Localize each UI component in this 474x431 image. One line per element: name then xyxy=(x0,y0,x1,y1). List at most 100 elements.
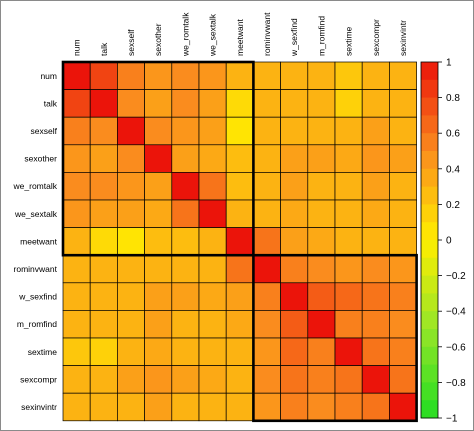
heatmap-cell-rominvwant-sexinvintr xyxy=(389,254,417,284)
row-label-meetwant: meetwant xyxy=(20,236,57,246)
column-label-we_sextalk: we_sextalk xyxy=(208,13,218,57)
heatmap-cell-we_sextalk-we_sextalk xyxy=(198,199,227,228)
heatmap-cell-num-sexself xyxy=(117,61,145,90)
column-label-talk: talk xyxy=(99,42,109,56)
heatmap-cell-sexinvintr-rominvwant xyxy=(253,392,281,422)
colorbar-segment xyxy=(421,293,438,312)
heatmap-cell-we_romtalk-m_romfind xyxy=(307,172,336,201)
heatmap-cell-rominvwant-w_sexfind xyxy=(280,254,309,284)
heatmap-cell-sextime-sextime xyxy=(334,337,363,366)
column-label-sexcompr: sexcompr xyxy=(371,19,381,56)
cluster-box-1 xyxy=(61,60,255,257)
heatmap-cell-sexself-sexcompr xyxy=(361,116,390,146)
heatmap-cell-talk-sexother xyxy=(144,89,173,118)
row-label-sextime: sextime xyxy=(28,347,58,357)
colorbar-segment xyxy=(421,115,438,134)
colorbar-ticks: 1 0.8 0.6 0.4 0.2 0 −0.2 −0.4 −0.6 −0.8 −1 xyxy=(438,58,466,425)
heatmap-cell-w_sexfind-rominvwant xyxy=(253,282,281,311)
cluster-boxes xyxy=(61,60,418,423)
heatmap-cell-meetwant-num xyxy=(62,227,91,256)
heatmap-cell-sexcompr-w_sexfind xyxy=(280,365,309,394)
colorbar-tick-label: 0.6 xyxy=(446,129,460,140)
heatmap-cell-sextime-meetwant xyxy=(225,337,254,366)
row-label-we_sextalk: we_sextalk xyxy=(14,209,58,219)
colorbar-tick-label: −0.2 xyxy=(446,271,466,282)
heatmap-cell-we_romtalk-talk xyxy=(89,172,118,201)
heatmap-cell-sexself-meetwant xyxy=(225,116,254,146)
column-label-rominvwant: rominvwant xyxy=(262,12,272,56)
heatmap-cell-talk-sexcompr xyxy=(361,89,390,118)
column-label-sextime: sextime xyxy=(344,26,354,56)
colorbar-segment xyxy=(421,275,438,294)
heatmap-cell-sexother-meetwant xyxy=(225,144,254,173)
heatmap-cell-num-we_sextalk xyxy=(198,61,227,90)
heatmap-cell-sexcompr-sexcompr xyxy=(361,365,390,394)
heatmap-cell-we_sextalk-sexother xyxy=(144,199,173,228)
colorbar-segment xyxy=(421,62,438,81)
heatmap-cell-we_sextalk-sextime xyxy=(334,199,363,228)
row-label-sexself: sexself xyxy=(31,126,58,136)
column-label-sexinvintr: sexinvintr xyxy=(398,20,408,56)
heatmap-cell-w_sexfind-sexcompr xyxy=(361,282,390,311)
heatmap-cell-w_sexfind-sexother xyxy=(144,282,173,311)
heatmap-cell-sexinvintr-num xyxy=(62,392,91,422)
heatmap-cell-w_sexfind-talk xyxy=(89,282,118,311)
heatmap-cell-m_romfind-sexother xyxy=(144,310,173,339)
heatmap-cell-w_sexfind-we_romtalk xyxy=(171,282,200,311)
colorbar-segment xyxy=(421,186,438,205)
heatmap-cell-meetwant-rominvwant xyxy=(253,227,281,256)
heatmap-cell-rominvwant-we_sextalk xyxy=(198,254,227,284)
heatmap-cell-sexother-num xyxy=(62,144,91,173)
heatmap-cell-sextime-rominvwant xyxy=(253,337,281,366)
heatmap-cell-meetwant-sexself xyxy=(117,227,145,256)
row-labels: num talk sexself sexother we_romtalk we_sexta… xyxy=(13,71,58,412)
heatmap-cell-sexinvintr-m_romfind xyxy=(307,392,336,422)
heatmap-cell-sexinvintr-sexinvintr xyxy=(389,392,417,422)
heatmap-cell-sexself-sexinvintr xyxy=(389,116,417,146)
heatmap-cell-we_romtalk-we_romtalk xyxy=(171,172,200,201)
colorbar-tick-label: −1 xyxy=(446,414,458,425)
heatmap-cell-w_sexfind-we_sextalk xyxy=(198,282,227,311)
colorbar-tick-label: 0.2 xyxy=(446,200,460,211)
heatmap-cell-m_romfind-we_romtalk xyxy=(171,310,200,339)
heatmap-cell-sexinvintr-sexself xyxy=(117,392,145,422)
heatmap-cell-num-meetwant xyxy=(225,61,254,90)
heatmap-cell-num-sexcompr xyxy=(361,61,390,90)
heatmap-cell-num-we_romtalk xyxy=(171,61,200,90)
heatmap-cell-num-num xyxy=(62,61,91,90)
heatmap-cell-rominvwant-sexother xyxy=(144,254,173,284)
heatmap-cell-w_sexfind-num xyxy=(62,282,91,311)
heatmap-cell-rominvwant-sextime xyxy=(334,254,363,284)
heatmap-cell-sexother-sexcompr xyxy=(361,144,390,173)
heatmap-cell-m_romfind-talk xyxy=(89,310,118,339)
heatmap-cell-we_sextalk-rominvwant xyxy=(253,199,281,228)
heatmap-cell-sexself-talk xyxy=(89,116,118,146)
row-label-num: num xyxy=(40,71,57,81)
heatmap-cell-rominvwant-sexself xyxy=(117,254,145,284)
heatmap-cell-talk-num xyxy=(62,89,91,118)
colorbar-segment xyxy=(421,382,438,401)
heatmap-cell-rominvwant-sexcompr xyxy=(361,254,390,284)
heatmap-cell-m_romfind-w_sexfind xyxy=(280,310,309,339)
heatmap-cell-sexother-talk xyxy=(89,144,118,173)
heatmap-cell-sexinvintr-sextime xyxy=(334,392,363,422)
heatmap-cell-m_romfind-num xyxy=(62,310,91,339)
colorbar-tick-label: −0.6 xyxy=(446,342,466,353)
colorbar-segment xyxy=(421,400,438,419)
colorbar-segment xyxy=(421,364,438,383)
heatmap-cell-sexcompr-sexself xyxy=(117,365,145,394)
heatmap-cell-w_sexfind-w_sexfind xyxy=(280,282,309,311)
heatmap-cell-sexinvintr-w_sexfind xyxy=(280,392,309,422)
heatmap-cell-sexother-we_sextalk xyxy=(198,144,227,173)
heatmap-cell-rominvwant-m_romfind xyxy=(307,254,336,284)
heatmap-cell-sexother-sexself xyxy=(117,144,145,173)
row-label-rominvwant: rominvwant xyxy=(14,264,58,274)
heatmap-cell-talk-we_romtalk xyxy=(171,89,200,118)
column-label-m_romfind: m_romfind xyxy=(316,16,326,56)
colorbar-segment xyxy=(421,97,438,116)
heatmap-cell-talk-we_sextalk xyxy=(198,89,227,118)
column-label-we_romtalk: we_romtalk xyxy=(180,12,190,57)
heatmap-cell-sexinvintr-we_sextalk xyxy=(198,392,227,422)
heatmap-cell-sexself-sexself xyxy=(117,116,145,146)
heatmap-cell-num-m_romfind xyxy=(307,61,336,90)
